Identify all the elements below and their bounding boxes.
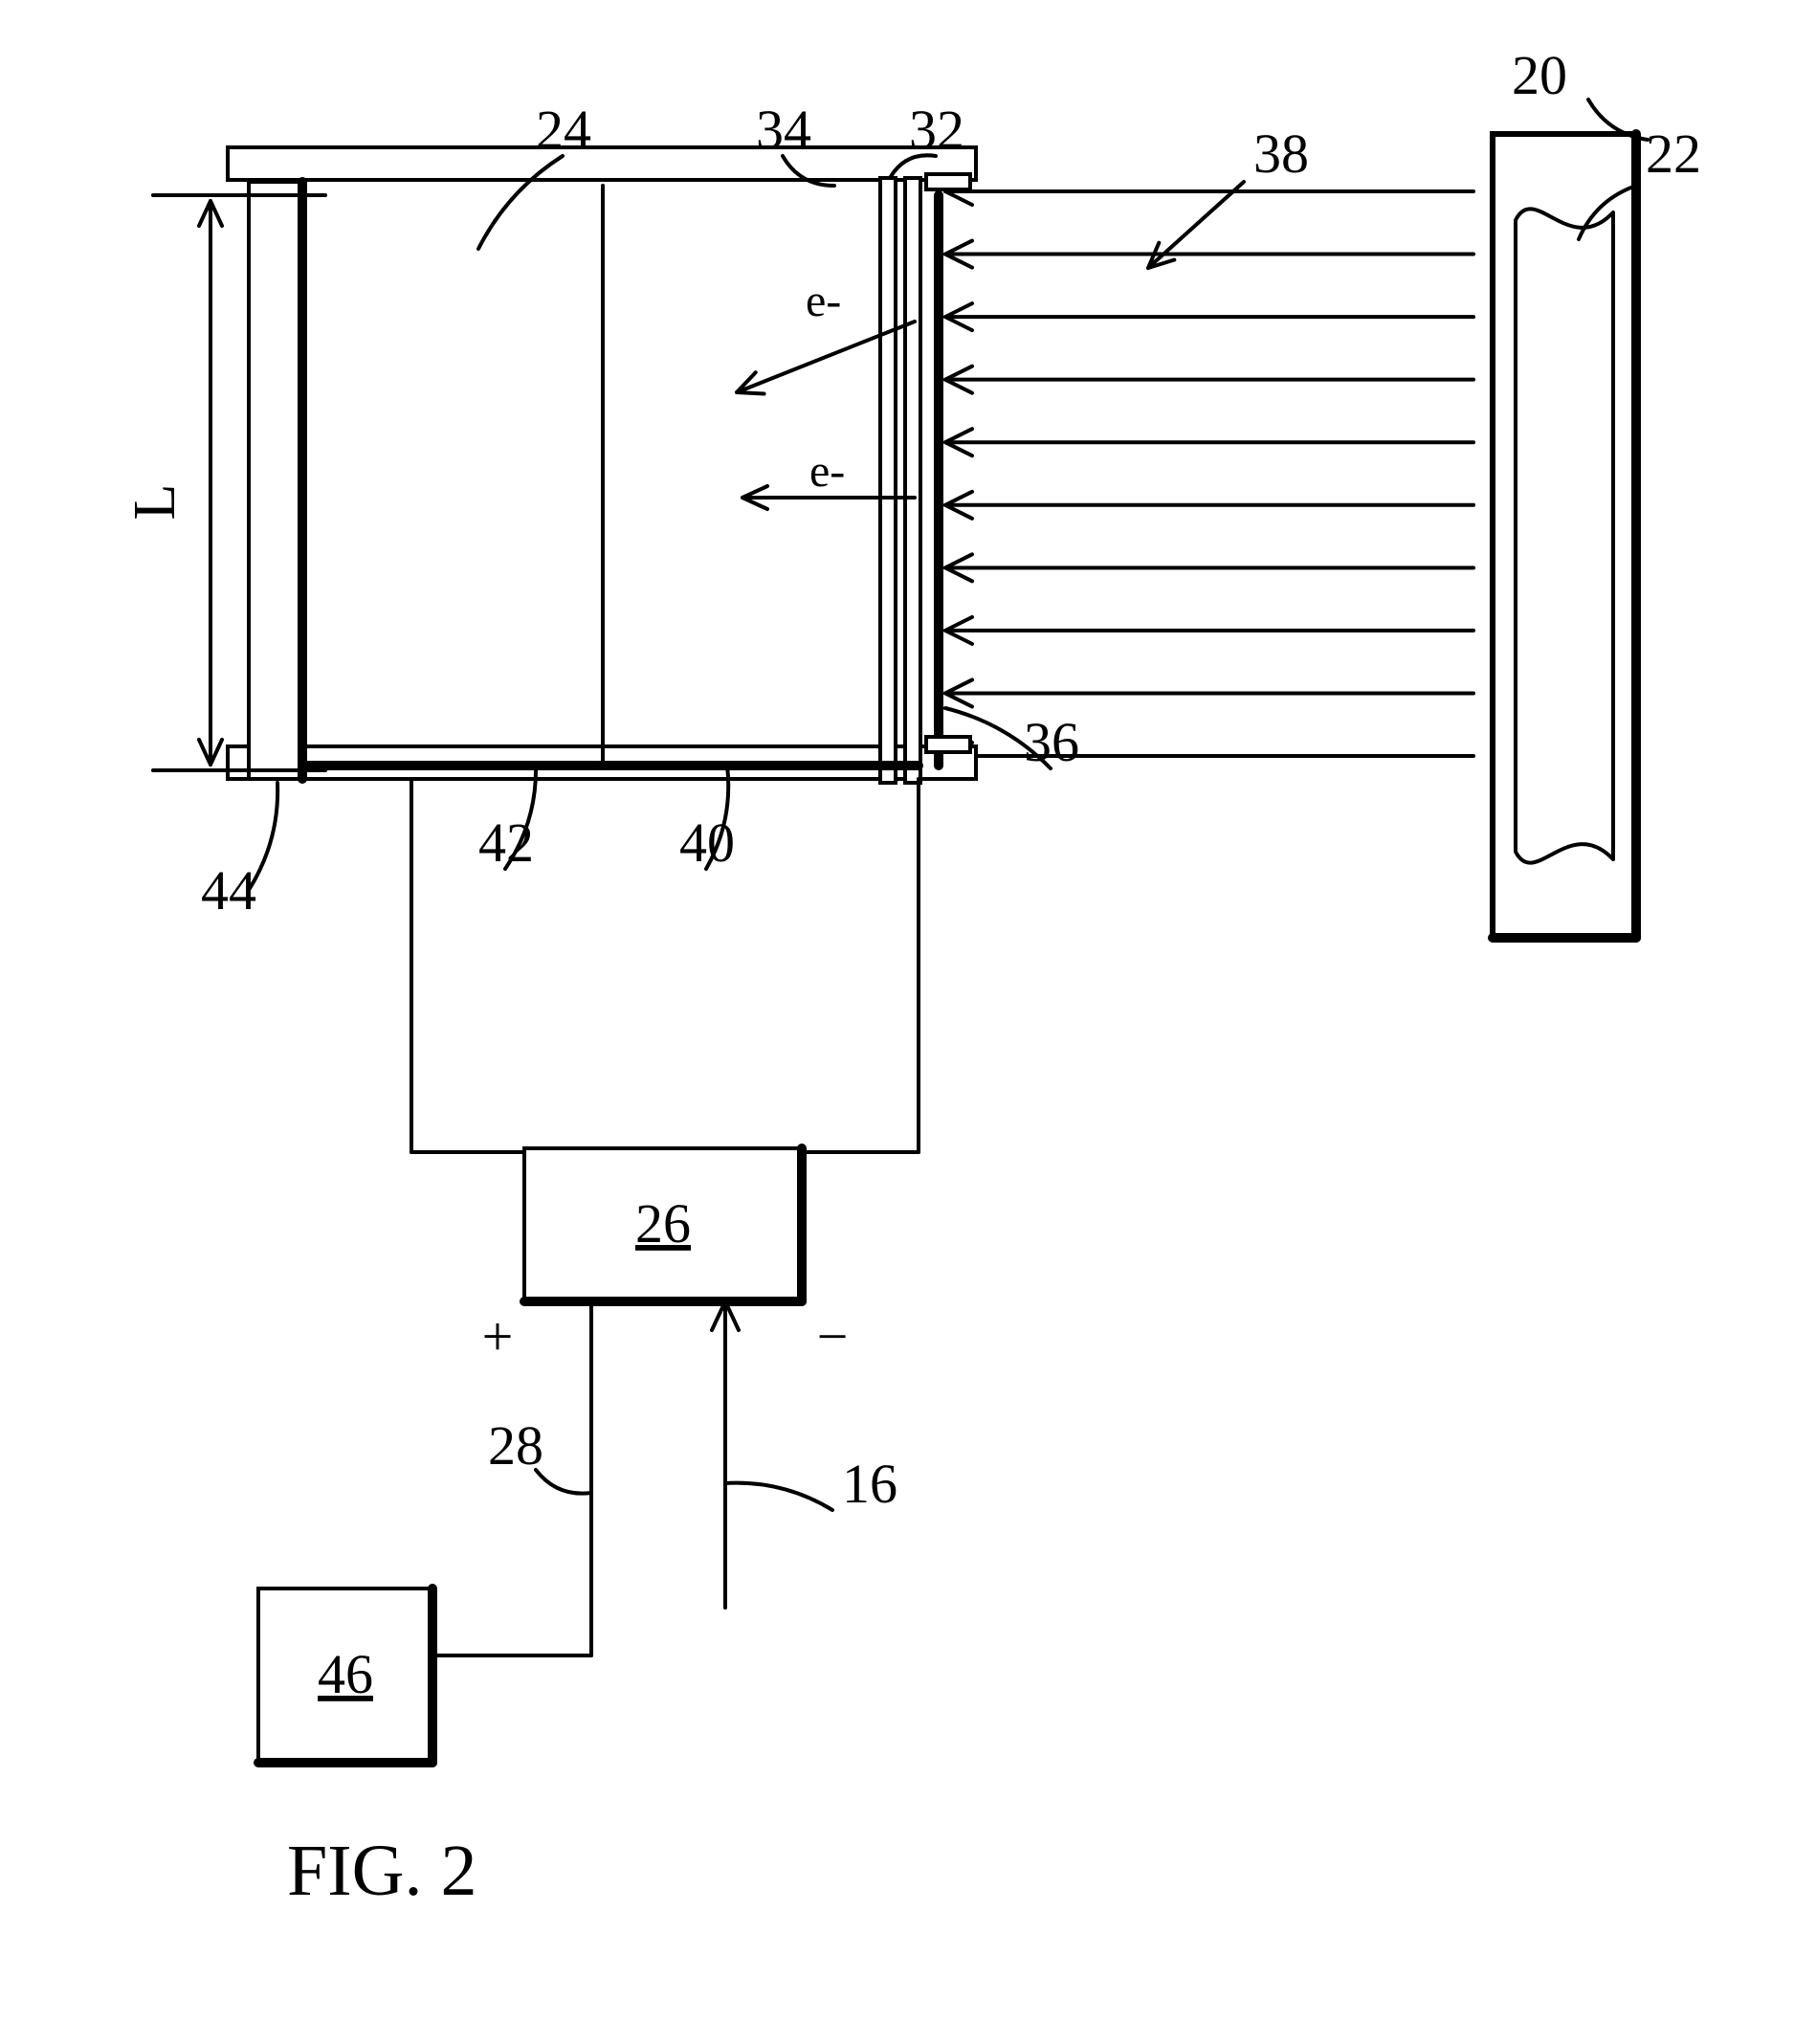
- diagram-stroke: [725, 1483, 832, 1510]
- diagram-stroke: [536, 1470, 591, 1494]
- diagram-stroke: [880, 178, 896, 783]
- diagram-stroke: [926, 737, 970, 752]
- label-20: 20: [1512, 44, 1567, 106]
- minus-sign: −: [817, 1305, 849, 1367]
- diagram-stroke: [926, 174, 970, 189]
- label-26: 26: [635, 1192, 691, 1255]
- label-24: 24: [536, 99, 591, 161]
- diagram-stroke: [249, 182, 302, 779]
- diagram-stroke: [905, 178, 920, 783]
- dimension-L: L: [122, 484, 188, 521]
- label-22: 22: [1646, 122, 1701, 185]
- figure-caption: FIG. 2: [287, 1831, 476, 1911]
- plus-sign: +: [482, 1305, 514, 1367]
- label-34: 34: [756, 99, 811, 161]
- label-16: 16: [842, 1453, 897, 1515]
- electron-label: e-: [809, 446, 845, 497]
- label-28: 28: [488, 1414, 543, 1477]
- diagram-stroke: [228, 147, 976, 180]
- label-32: 32: [909, 99, 964, 161]
- electron-label: e-: [806, 276, 841, 326]
- label-46: 46: [318, 1643, 373, 1705]
- label-38: 38: [1253, 122, 1309, 185]
- label-36: 36: [1024, 711, 1079, 773]
